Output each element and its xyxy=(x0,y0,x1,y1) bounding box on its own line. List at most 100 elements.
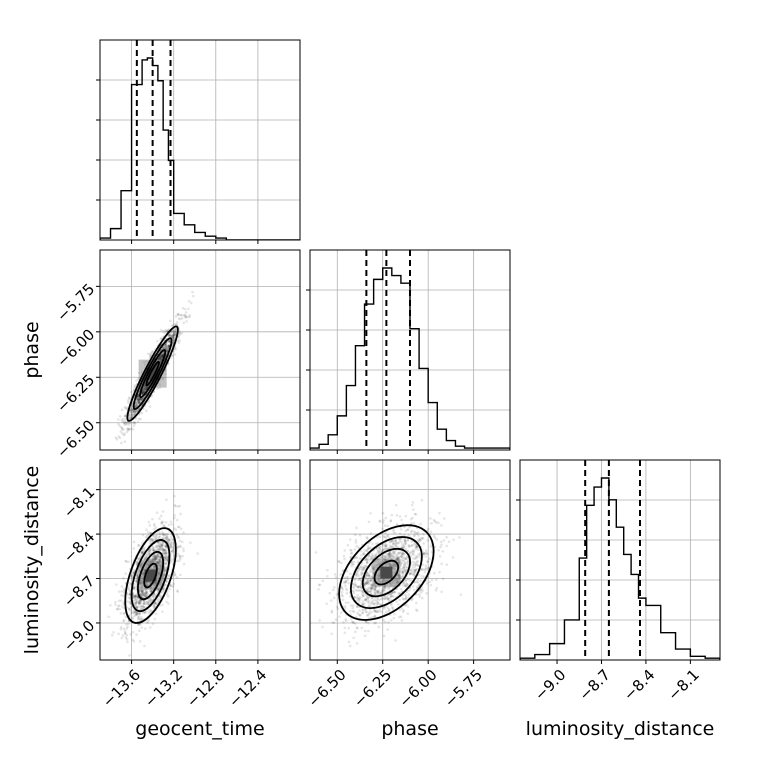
scatter-point xyxy=(165,498,168,501)
scatter-point xyxy=(375,547,379,551)
scatter-point xyxy=(392,551,396,554)
scatter-point xyxy=(173,328,177,331)
scatter-point xyxy=(420,498,424,502)
scatter-point xyxy=(140,561,143,565)
scatter-point xyxy=(168,340,171,344)
scatter-point xyxy=(403,563,407,567)
scatter-point xyxy=(416,581,420,584)
scatter-point xyxy=(157,571,161,575)
scatter-point xyxy=(142,388,146,392)
scatter-point xyxy=(142,601,146,605)
scatter-point xyxy=(378,547,381,551)
scatter-point xyxy=(173,574,177,577)
scatter-point xyxy=(142,571,145,575)
scatter-point xyxy=(145,386,149,389)
scatter-point xyxy=(413,530,416,534)
scatter-point xyxy=(394,565,398,569)
scatter-point xyxy=(123,414,127,418)
scatter-point xyxy=(363,629,367,633)
scatter-point xyxy=(149,586,153,590)
scatter-point xyxy=(145,386,148,389)
scatter-point xyxy=(384,516,388,520)
scatter-point xyxy=(130,412,134,416)
scatter-point xyxy=(165,556,169,560)
scatter-point xyxy=(133,594,136,598)
scatter-point xyxy=(165,600,168,604)
scatter-point xyxy=(376,589,380,593)
scatter-point xyxy=(366,590,370,593)
scatter-point xyxy=(402,566,406,569)
scatter-point xyxy=(180,313,183,317)
scatter-point xyxy=(370,610,373,614)
scatter-point xyxy=(402,544,406,548)
scatter-point xyxy=(377,562,381,566)
scatter-point xyxy=(405,578,408,581)
scatter-point xyxy=(135,403,139,407)
scatter-point xyxy=(169,584,172,588)
scatter-point xyxy=(158,359,162,362)
scatter-point xyxy=(131,421,135,425)
scatter-point xyxy=(413,512,417,516)
scatter-point xyxy=(395,558,399,561)
scatter-point xyxy=(374,585,378,589)
scatter-point xyxy=(141,575,145,579)
scatter-point xyxy=(136,575,140,579)
scatter-point xyxy=(140,586,144,590)
scatter-point xyxy=(176,339,180,343)
scatter-point xyxy=(440,524,443,527)
scatter-point xyxy=(364,598,368,601)
scatter-point xyxy=(137,602,141,605)
scatter-point xyxy=(158,535,162,539)
scatter-point xyxy=(382,535,385,538)
scatter-point xyxy=(348,644,352,648)
scatter-point xyxy=(171,335,174,339)
scatter-point xyxy=(135,403,139,406)
scatter-point xyxy=(314,551,318,554)
scatter-point xyxy=(158,386,162,390)
scatter-point xyxy=(164,561,168,564)
scatter-point xyxy=(437,521,440,525)
scatter-point xyxy=(134,410,137,413)
scatter-point xyxy=(155,560,159,564)
scatter-point xyxy=(360,554,363,557)
scatter-point xyxy=(354,630,357,634)
scatter-point xyxy=(153,566,156,570)
scatter-point xyxy=(383,544,387,548)
scatter-point xyxy=(404,529,407,533)
scatter-point xyxy=(133,384,137,387)
scatter-point xyxy=(373,615,377,618)
scatter-point xyxy=(129,633,132,636)
scatter-point xyxy=(155,581,158,585)
scatter-point xyxy=(165,593,169,596)
scatter-point xyxy=(157,358,160,361)
scatter-point xyxy=(375,591,379,594)
scatter-point xyxy=(398,561,401,564)
scatter-point xyxy=(399,615,403,618)
scatter-point xyxy=(401,551,405,555)
scatter-point xyxy=(416,563,420,567)
scatter-point xyxy=(425,552,429,555)
scatter-point xyxy=(337,560,341,564)
scatter-point xyxy=(166,536,169,539)
scatter-point xyxy=(171,336,175,340)
scatter-point xyxy=(141,593,145,597)
scatter-point xyxy=(333,573,337,576)
scatter-point xyxy=(371,577,374,580)
scatter-point xyxy=(383,558,386,561)
scatter-point xyxy=(445,535,448,539)
histogram-line-geocent_time xyxy=(100,57,300,240)
scatter-point xyxy=(451,556,455,559)
scatter-point xyxy=(354,588,358,592)
scatter-point xyxy=(162,549,165,552)
scatter-point xyxy=(415,556,418,560)
scatter-point xyxy=(143,387,147,390)
scatter-point xyxy=(166,348,169,351)
scatter-point xyxy=(170,324,174,328)
scatter-point xyxy=(367,574,370,578)
scatter-point xyxy=(161,520,165,524)
scatter-point xyxy=(123,629,127,633)
scatter-point xyxy=(155,557,158,560)
scatter-point xyxy=(141,550,144,554)
scatter-point xyxy=(133,611,136,615)
scatter-point xyxy=(135,573,139,577)
